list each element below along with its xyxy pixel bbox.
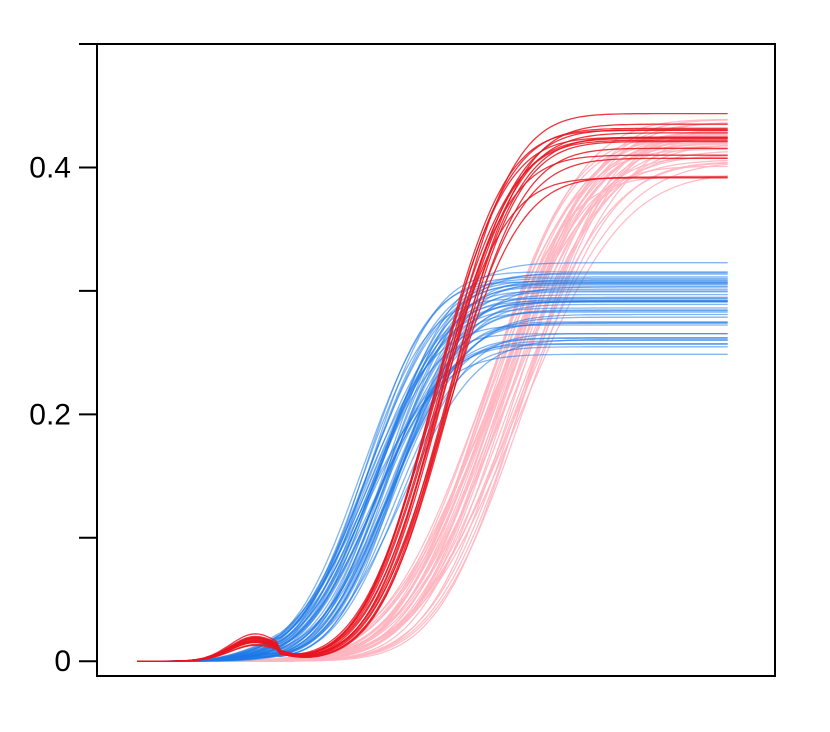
red-series-line	[137, 157, 728, 662]
blue-series-line	[137, 301, 728, 662]
red-series-line	[137, 132, 728, 662]
red-series-line	[137, 123, 728, 662]
y-tick-label: 0.2	[29, 398, 71, 431]
y-tick-label: 0.4	[29, 151, 71, 184]
blue-series-line	[137, 273, 728, 662]
plot-frame	[96, 43, 776, 677]
y-tick-label: 0	[54, 645, 71, 678]
red-series-line	[137, 112, 728, 662]
series-lines	[137, 112, 728, 662]
blue-series-line	[137, 286, 728, 662]
blue-series-line	[137, 324, 728, 662]
blue-series-line	[137, 276, 728, 662]
y-axis: 0 0.2 0.4	[29, 43, 97, 678]
blue-series-line	[137, 311, 728, 662]
